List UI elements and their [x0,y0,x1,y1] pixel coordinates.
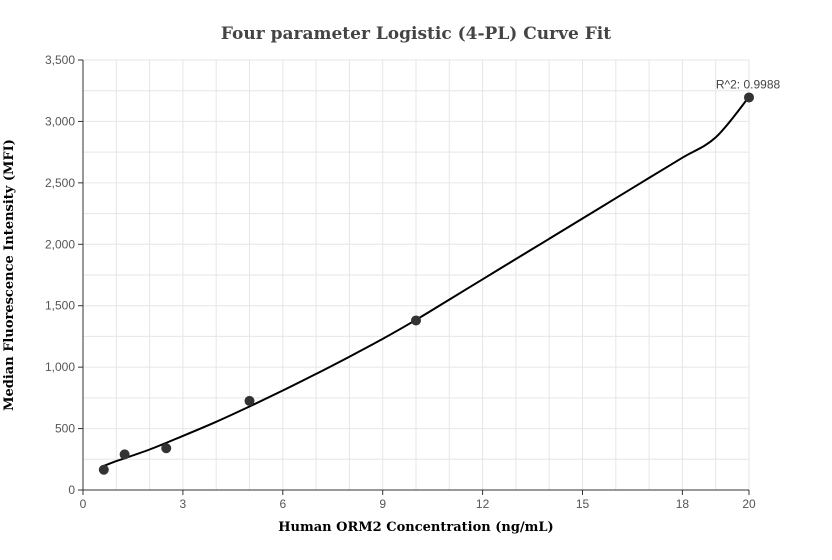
y-tick-label: 0 [68,483,75,497]
x-tick-label: 18 [676,497,690,511]
y-tick-label: 500 [55,422,75,436]
x-tick-label: 6 [279,497,286,511]
data-point [411,315,421,326]
y-tick-label: 2,000 [45,237,75,251]
y-tick-label: 1,000 [45,360,75,374]
x-axis-title: Human ORM2 Concentration (ng/mL) [278,520,553,535]
y-axis-title: Median Fluorescence Intensity (MFI) [2,139,17,411]
y-tick-label: 3,000 [45,114,75,128]
data-point [98,464,109,475]
data-point [161,443,172,454]
grid [82,59,750,491]
x-tick-label: 0 [80,497,87,511]
x-tick-label: 3 [180,497,187,511]
y-tick-label: 1,500 [45,299,75,313]
chart-title: Four parameter Logistic (4-PL) Curve Fit [221,24,611,44]
r-squared-annotation: R^2: 0.9988 [716,77,781,91]
x-tick-label: 20 [742,497,756,511]
axes: 0 3 6 9 12 15 18 20 0 500 1,000 1,500 2,000 2,500 3,00… [45,53,756,511]
x-tick-label: 12 [476,497,490,511]
data-point [744,92,754,103]
x-tick-label: 9 [379,497,386,511]
data-point [119,449,130,460]
x-tick-label: 15 [576,497,590,511]
data-points [98,92,754,475]
y-tick-label: 3,500 [45,53,75,67]
y-tick-label: 2,500 [45,176,75,190]
data-point [244,395,255,406]
